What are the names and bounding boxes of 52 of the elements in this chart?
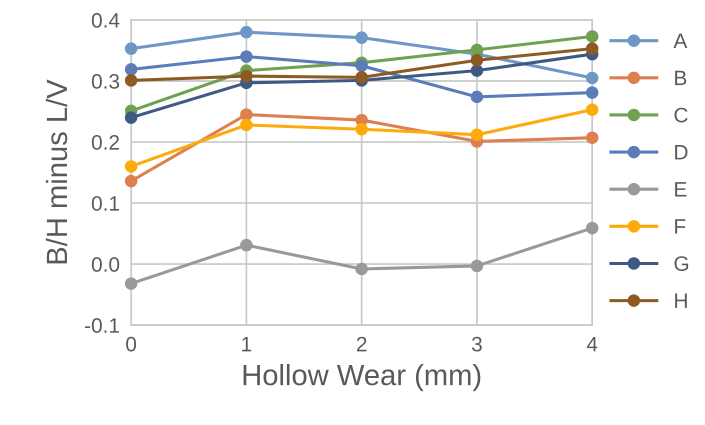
point xyxy=(586,222,598,234)
legend-label: D xyxy=(675,145,688,160)
point xyxy=(355,262,368,276)
point xyxy=(586,72,598,84)
point xyxy=(355,122,368,136)
point xyxy=(586,30,598,43)
point xyxy=(586,132,598,144)
point xyxy=(240,70,253,82)
y-axis-title: B/H minus L/V xyxy=(46,79,68,264)
point xyxy=(124,111,138,124)
point xyxy=(240,26,253,38)
point xyxy=(470,44,484,56)
point xyxy=(124,63,138,76)
point xyxy=(240,50,253,63)
point xyxy=(124,174,138,188)
point xyxy=(355,31,368,44)
point xyxy=(124,277,138,290)
x-tick-label: 3 xyxy=(472,336,482,352)
x-tick-label: 0 xyxy=(126,336,136,352)
x-axis-title: Hollow Wear (mm) xyxy=(244,364,480,392)
legend-label: E xyxy=(675,182,686,196)
point xyxy=(586,103,598,116)
point xyxy=(470,90,484,104)
point xyxy=(586,86,598,99)
x-tick-label: 4 xyxy=(586,337,598,352)
point xyxy=(240,238,253,252)
legend-label: G xyxy=(674,256,688,271)
y-tick-label: 0.4 xyxy=(92,12,120,28)
point xyxy=(124,74,138,87)
x-tick-label: 2 xyxy=(356,336,366,352)
y-tick-label: 0.2 xyxy=(92,135,119,150)
legend-label: C xyxy=(674,108,688,122)
legend-label: H xyxy=(675,294,687,308)
y-tick-label: 0.1 xyxy=(92,196,120,211)
point xyxy=(240,118,253,132)
point xyxy=(355,59,368,72)
point xyxy=(470,128,484,141)
y-tick-label: 0.3 xyxy=(92,74,120,89)
legend-label: B xyxy=(675,70,686,86)
point xyxy=(124,160,138,173)
x-tick-label: 1 xyxy=(242,337,252,352)
point xyxy=(355,71,368,84)
legend-label: F xyxy=(675,219,686,234)
point xyxy=(586,42,598,55)
y-tick-label: -0.1 xyxy=(85,318,120,333)
y-tick-label: 0.0 xyxy=(92,257,120,272)
legend-label: A xyxy=(673,34,688,48)
point xyxy=(124,42,138,55)
point xyxy=(470,260,484,272)
point xyxy=(470,64,484,77)
point xyxy=(240,108,253,121)
point xyxy=(470,54,484,67)
